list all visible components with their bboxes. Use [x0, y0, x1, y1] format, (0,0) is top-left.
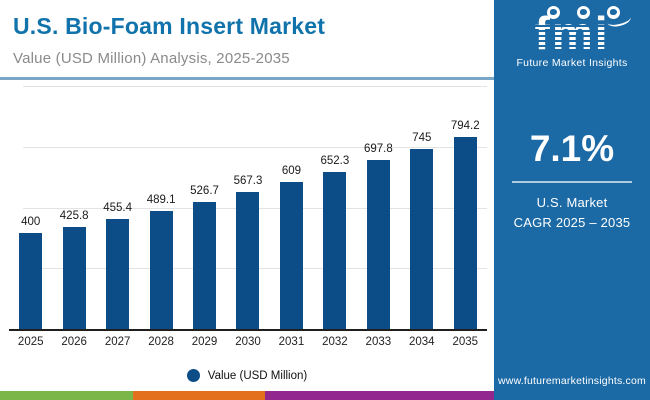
- x-axis-tick-label: 2030: [235, 336, 261, 348]
- x-axis-tick-label: 2031: [278, 336, 305, 348]
- bar-value-label: 567.3: [233, 175, 263, 188]
- legend-marker-icon: [186, 369, 200, 382]
- x-axis-line: [9, 329, 487, 331]
- logo-caption: Future Market Insights: [516, 56, 628, 69]
- logo-wordmark: fmi: [534, 7, 610, 59]
- bar-value-label: 652.3: [320, 154, 350, 167]
- bar-group: 794.2: [444, 87, 487, 330]
- bar-value-label: 425.8: [59, 209, 89, 222]
- stat-label-market: U.S. Market: [536, 195, 608, 210]
- bar: [62, 226, 86, 330]
- x-axis-tick-label: 2032: [322, 336, 348, 348]
- bar-group: 652.3: [313, 87, 356, 330]
- bar: [149, 211, 173, 330]
- bar-group: 400: [9, 87, 52, 330]
- legend-label: Value (USD Million): [207, 369, 308, 382]
- fmi-logo: fmi Future Market Insights: [494, 6, 650, 69]
- x-axis-tick-label: 2029: [191, 336, 218, 348]
- x-axis-tick-label: 2033: [365, 336, 392, 348]
- bar-group: 526.7: [183, 87, 226, 330]
- bar: [279, 182, 303, 330]
- bar-value-label: 609: [281, 165, 302, 178]
- side-panel: fmi Future Market Insights 7.1% U.S. Mar…: [494, 0, 650, 400]
- bar: [366, 160, 390, 330]
- stat-divider: [512, 181, 632, 183]
- x-axis-tick-label: 2027: [104, 336, 131, 348]
- x-axis-labels: 2025 2026 2027 2028 2029 2030 2031 2032 2033 2034…: [9, 336, 487, 348]
- bar-group: 489.1: [140, 87, 183, 330]
- bar-group: 697.8: [357, 87, 400, 330]
- bars-row: 400 425.8 455.4 489.1 526.7 567.3 609 652.3 697.…: [9, 87, 487, 330]
- page-subtitle: Value (USD Million) Analysis, 2025-2035: [13, 50, 290, 67]
- footer-color-strip: [0, 391, 494, 400]
- bar: [453, 137, 477, 330]
- bar-value-label: 794.2: [450, 120, 480, 133]
- globe-europe-icon: [576, 6, 590, 19]
- bar-value-label: 489.1: [146, 194, 176, 207]
- bar-value-label: 697.8: [363, 143, 393, 156]
- cagr-value: 7.1%: [529, 128, 615, 169]
- logo-globe-icons: [494, 6, 650, 19]
- x-axis-tick-label: 2026: [61, 336, 87, 348]
- bar-value-label: 400: [21, 215, 41, 228]
- website-link[interactable]: www.futuremarketinsights.com: [498, 375, 646, 387]
- legend: Value (USD Million): [0, 369, 494, 382]
- x-axis-tick-label: 2034: [409, 336, 435, 348]
- footer-strip-segment: [265, 391, 494, 400]
- globe-asia-icon: [606, 6, 620, 19]
- page-title: U.S. Bio-Foam Insert Market: [13, 13, 326, 39]
- bar-value-label: 745: [412, 131, 432, 144]
- bar: [106, 219, 130, 330]
- x-axis-tick-label: 2025: [17, 336, 44, 348]
- footer-strip-segment: [0, 391, 133, 400]
- x-axis-tick-label: 2028: [148, 336, 174, 348]
- bar-value-label: 455.4: [103, 202, 133, 215]
- globe-americas-icon: [546, 6, 560, 19]
- cagr-stat-block: 7.1% U.S. Market CAGR 2025 – 2035: [494, 128, 650, 233]
- bar-group: 425.8: [53, 87, 96, 330]
- header: U.S. Bio-Foam Insert Market Value (USD M…: [0, 0, 494, 80]
- bar-group: 609: [270, 87, 313, 330]
- x-axis-tick-label: 2035: [452, 336, 479, 348]
- stat-label-cagr-range: CAGR 2025 – 2035: [513, 215, 631, 231]
- bar-group: 455.4: [96, 87, 139, 330]
- gridline: [23, 86, 487, 87]
- plot-area: 400 425.8 455.4 489.1 526.7 567.3 609 652.3 697.…: [9, 86, 487, 331]
- bar: [410, 148, 434, 330]
- bar-group: 745: [400, 87, 443, 330]
- bar: [236, 192, 260, 330]
- bar: [19, 232, 43, 330]
- bar: [323, 171, 347, 330]
- bar: [193, 202, 217, 330]
- chart-section: U.S. Bio-Foam Insert Market Value (USD M…: [0, 0, 494, 400]
- gridline: [23, 146, 487, 148]
- bar-value-label: 526.7: [190, 185, 219, 198]
- bar-group: 567.3: [226, 87, 269, 330]
- footer-strip-segment: [133, 391, 265, 400]
